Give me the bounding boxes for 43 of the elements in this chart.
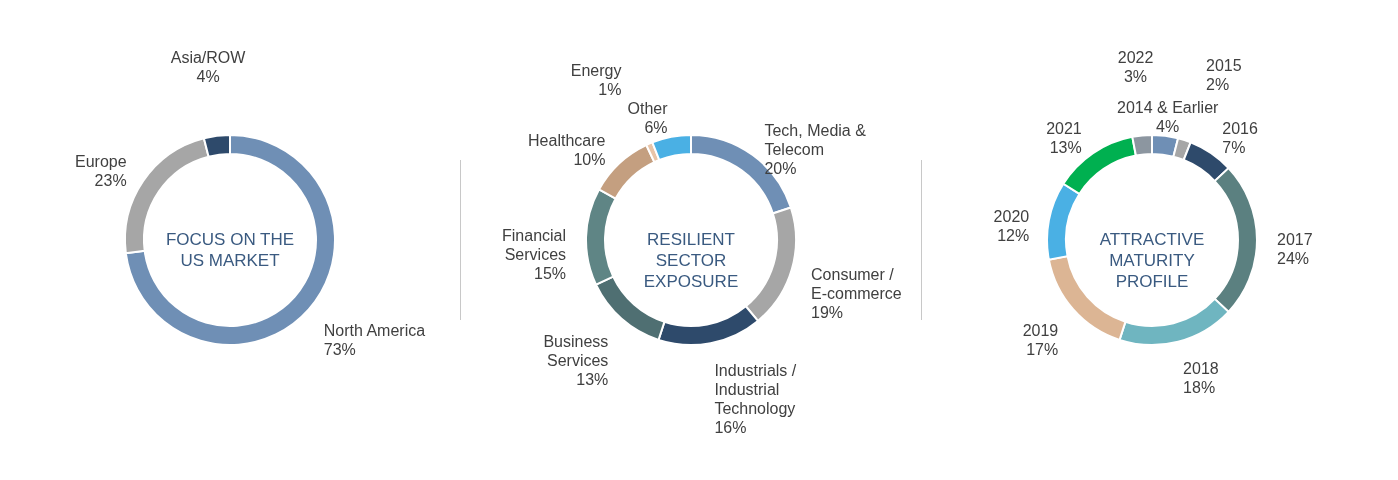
data-label: 18% [1183, 379, 1216, 397]
slice-label: Tech, Media & Telecom [764, 121, 867, 158]
data-label: 3% [1123, 67, 1148, 85]
slice-label: Europe [75, 152, 127, 170]
data-label: 7% [1222, 138, 1246, 156]
data-label: 2% [1206, 75, 1230, 93]
slice-label: 2016 [1222, 119, 1258, 137]
data-label: 4% [1156, 117, 1180, 135]
data-label: 12% [997, 226, 1030, 244]
data-label: 1% [598, 81, 622, 99]
text: ATTRACTIVE MATURITY PROFILE [1099, 230, 1205, 291]
data-label: 13% [1049, 138, 1082, 156]
data-label: 20% [764, 159, 797, 177]
data-label: 13% [576, 370, 609, 388]
slice-label: Asia/ROW [170, 49, 247, 67]
slice-label: 2021 [1046, 119, 1082, 137]
data-label: 6% [644, 119, 668, 137]
slice-label: North America [323, 321, 426, 339]
data-label: 19% [811, 303, 844, 321]
data-label: 23% [94, 171, 127, 189]
slice-label: Financial Services [502, 227, 567, 264]
slice-label: Energy [570, 62, 622, 80]
slice-label: 2019 [1022, 321, 1059, 339]
data-label: 16% [714, 418, 747, 436]
data-label: 4% [196, 68, 220, 86]
data-label: 17% [1026, 340, 1059, 358]
text: RESILIENT SECTOR EXPOSURE [643, 230, 739, 291]
data-label: 73% [323, 340, 356, 358]
slice-label: 2018 [1183, 360, 1219, 378]
slice-label: Industrials / Industrial Technology [714, 361, 797, 417]
slice-label: Business Services [543, 332, 609, 369]
slice-label: Healthcare [528, 131, 606, 149]
text: FOCUS ON THE US MARKET [165, 230, 295, 270]
slice-label: 2020 [993, 207, 1030, 225]
data-label: 24% [1277, 250, 1310, 267]
slice-label: 2015 [1206, 56, 1242, 74]
slice-label: 2017 [1277, 231, 1313, 248]
slice-label: 2022 [1117, 48, 1154, 66]
data-label: 10% [573, 150, 606, 168]
slice-label: Consumer / E-commerce [811, 265, 902, 302]
slice-label: Other [627, 100, 669, 118]
data-label: 15% [534, 265, 567, 283]
slice-label: 2014 & Earlier [1116, 98, 1220, 116]
